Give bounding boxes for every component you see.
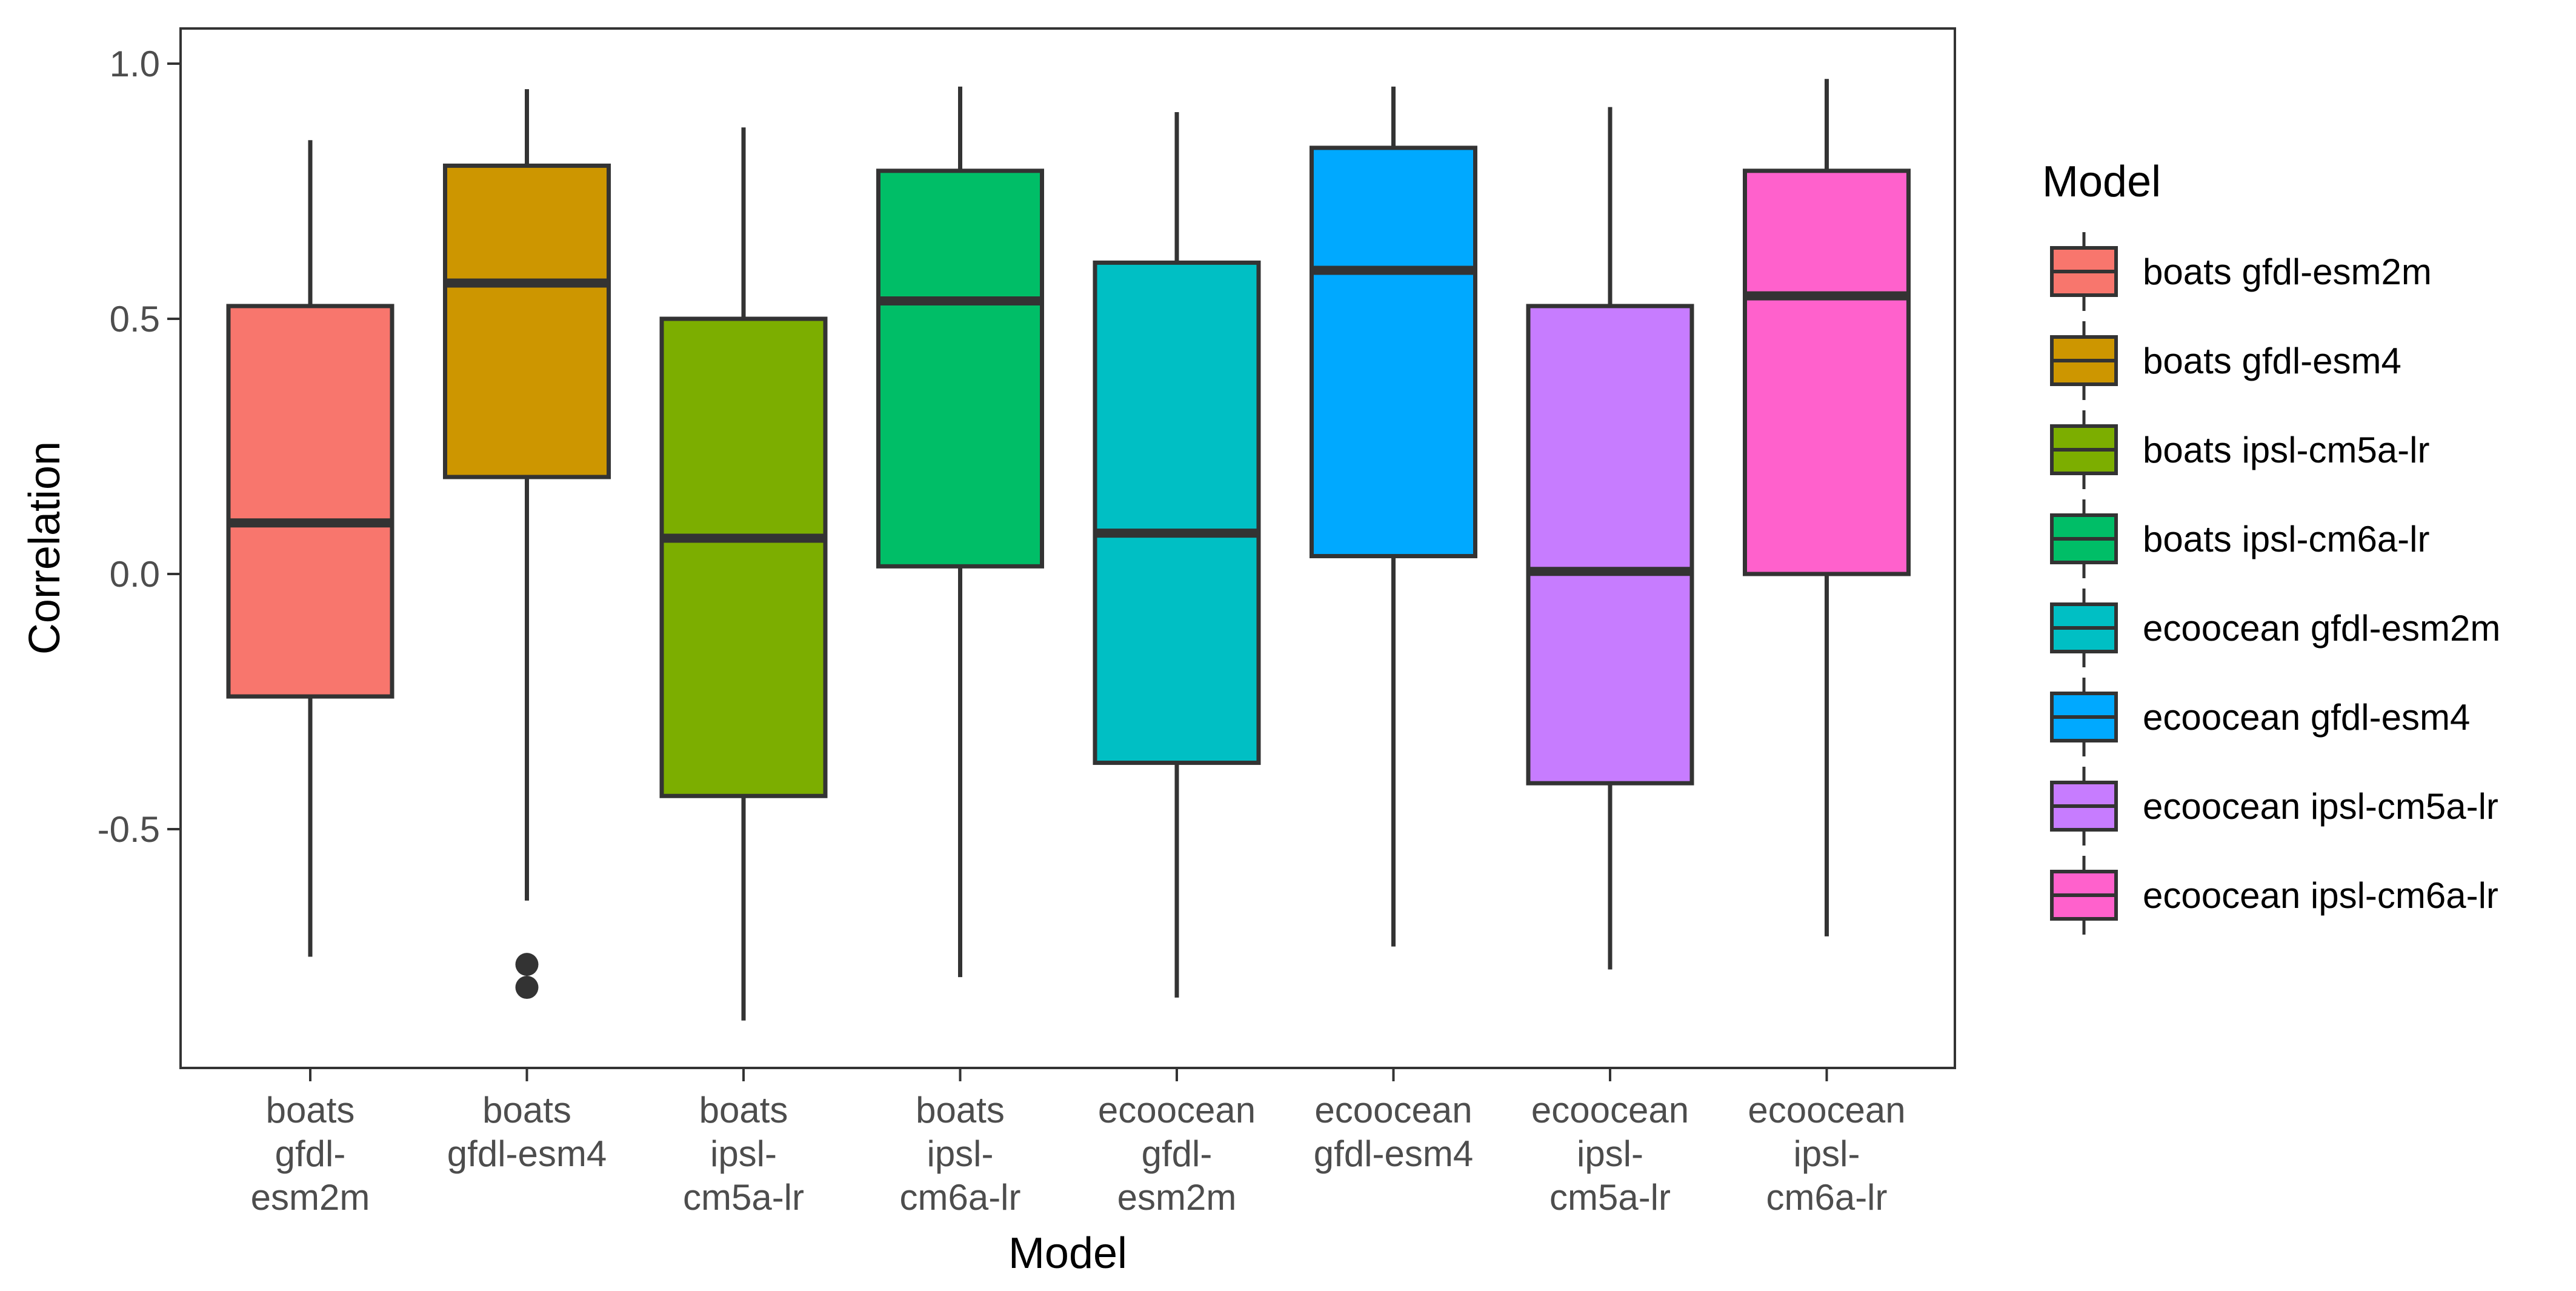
y-tick-label: -0.5 (98, 809, 160, 850)
legend-item-ecoocean-ipsl-cm6a-lr: ecoocean ipsl-cm6a-lr (2050, 856, 2498, 935)
x-tick-label: boats ipsl-cm6a-lr (899, 1090, 1020, 1218)
box-iqr (1310, 145, 1477, 559)
boxes-layer (226, 79, 1911, 1021)
x-tick-label: ecoocean gfdl-esm4 (1314, 1090, 1473, 1174)
legend-label: boats ipsl-cm5a-lr (2143, 430, 2429, 470)
legend-label: boats gfdl-esm4 (2143, 341, 2401, 381)
x-tick-label: boats gfdl-esm2m (251, 1090, 370, 1218)
box-iqr (659, 316, 828, 798)
x-axis: boats gfdl-esm2m boats gfdl-esm4 boats ipsl-c… (251, 1068, 1906, 1218)
x-tick-label: boats ipsl-cm5a-lr (683, 1090, 804, 1218)
box-iqr (1093, 260, 1261, 766)
legend-label: boats ipsl-cm6a-lr (2143, 519, 2429, 559)
box-ecoocean-ipsl-cm6a-lr (1743, 79, 1911, 936)
box-iqr (226, 304, 394, 699)
y-axis-title: Correlation (21, 441, 69, 655)
box-ecoocean-gfdl-esm2m (1093, 112, 1261, 998)
legend-label: ecoocean gfdl-esm2m (2143, 608, 2500, 649)
legend-title: Model (2042, 158, 2161, 206)
legend-item-ecoocean-ipsl-cm5a-lr: ecoocean ipsl-cm5a-lr (2050, 767, 2498, 846)
box-boats-ipsl-cm5a-lr (659, 127, 828, 1021)
x-tick-label: ecoocean gfdl-esm2m (1098, 1090, 1256, 1218)
legend-item-boats-ipsl-cm5a-lr: boats ipsl-cm5a-lr (2050, 410, 2429, 489)
x-tick-label: ecoocean ipsl-cm6a-lr (1748, 1090, 1905, 1218)
box-boats-gfdl-esm2m (226, 140, 394, 957)
legend-item-boats-gfdl-esm2m: boats gfdl-esm2m (2050, 232, 2432, 311)
box-iqr (1526, 304, 1694, 786)
outlier-point (515, 953, 539, 976)
box-ecoocean-gfdl-esm4 (1310, 86, 1477, 947)
x-tick-label: boats gfdl-esm4 (447, 1090, 607, 1174)
box-iqr (443, 163, 611, 479)
x-tick-label: ecoocean ipsl-cm5a-lr (1531, 1090, 1689, 1218)
y-tick-label: 1.0 (110, 44, 160, 84)
y-axis: -0.5 0.0 0.5 1.0 (98, 44, 181, 850)
y-tick-label: 0.0 (110, 554, 160, 595)
legend-label: ecoocean gfdl-esm4 (2143, 697, 2470, 738)
legend-label: boats gfdl-esm2m (2143, 252, 2432, 292)
outlier-point (515, 976, 539, 999)
legend-item-boats-gfdl-esm4: boats gfdl-esm4 (2050, 321, 2401, 400)
box-boats-gfdl-esm4 (443, 89, 611, 999)
box-iqr (876, 168, 1044, 569)
legend: Model boats gfdl-esm2m boats gfdl-esm4 boa… (2042, 158, 2500, 935)
y-tick-label: 0.5 (110, 299, 160, 339)
legend-item-ecoocean-gfdl-esm4: ecoocean gfdl-esm4 (2050, 678, 2470, 756)
x-axis-title: Model (1008, 1229, 1127, 1278)
legend-item-boats-ipsl-cm6a-lr: boats ipsl-cm6a-lr (2050, 499, 2429, 578)
legend-label: ecoocean ipsl-cm5a-lr (2143, 786, 2498, 827)
legend-item-ecoocean-gfdl-esm2m: ecoocean gfdl-esm2m (2050, 589, 2500, 667)
box-ecoocean-ipsl-cm5a-lr (1526, 107, 1694, 970)
legend-label: ecoocean ipsl-cm6a-lr (2143, 875, 2498, 916)
box-iqr (1743, 168, 1911, 576)
box-boats-ipsl-cm6a-lr (876, 86, 1044, 978)
